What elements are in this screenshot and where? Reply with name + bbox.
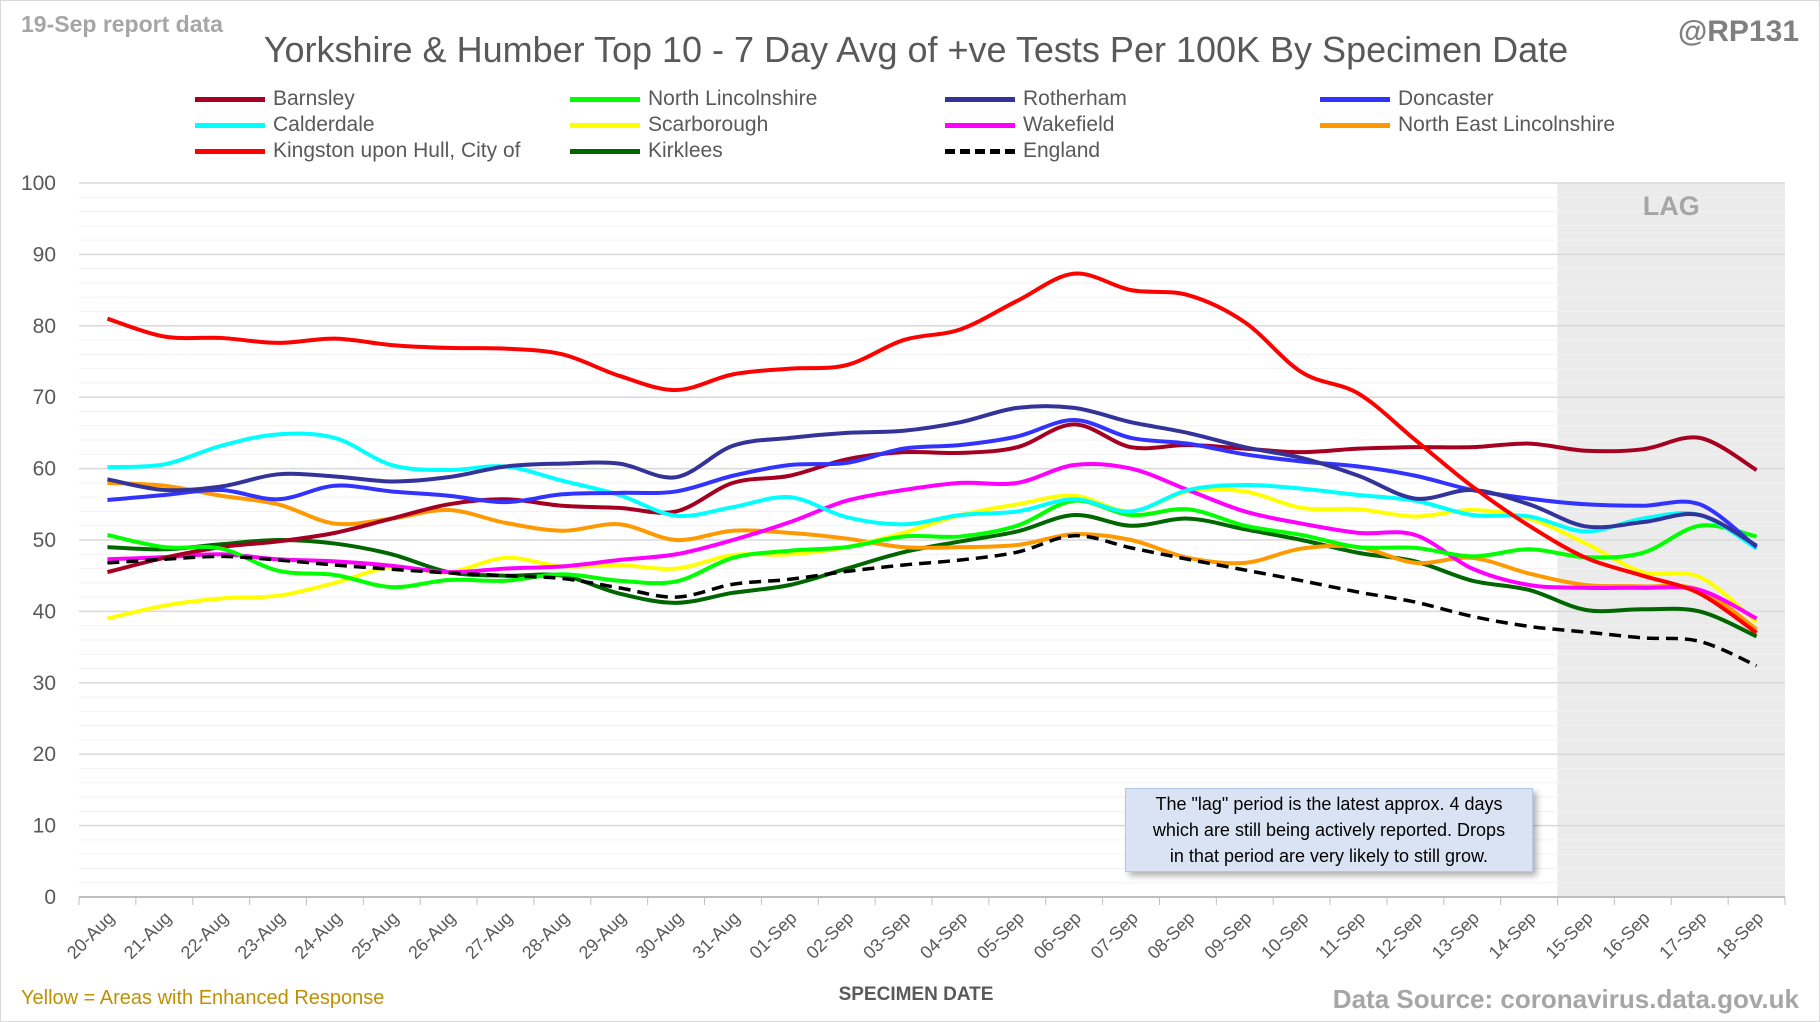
legend-swatch bbox=[570, 148, 640, 154]
legend-item: North Lincolnshire bbox=[570, 87, 817, 111]
lag-label: LAG bbox=[1643, 191, 1700, 221]
lag-annotation: The "lag" period is the latest approx. 4… bbox=[1125, 788, 1533, 872]
series-line-north-lincolnshire bbox=[107, 498, 1758, 590]
legend-swatch bbox=[570, 96, 640, 102]
enhanced-response-note: Yellow = Areas with Enhanced Response bbox=[21, 987, 385, 1009]
series-line-scarborough bbox=[106, 487, 1758, 624]
x-tick-label: 28-Aug bbox=[518, 908, 573, 963]
legend-label: Kirklees bbox=[648, 139, 723, 162]
series-line-wakefield bbox=[107, 461, 1758, 621]
x-tick-label: 13-Sep bbox=[1428, 908, 1483, 963]
x-tick-label: 17-Sep bbox=[1655, 908, 1710, 963]
legend-item: Doncaster bbox=[1320, 87, 1494, 111]
y-tick-label: 20 bbox=[33, 743, 56, 766]
x-tick-label: 12-Sep bbox=[1371, 908, 1426, 963]
x-tick-label: 24-Aug bbox=[291, 908, 346, 963]
legend-swatch bbox=[945, 96, 1015, 102]
x-tick-label: 29-Aug bbox=[575, 908, 630, 963]
y-tick-label: 70 bbox=[33, 386, 56, 409]
x-tick-label: 27-Aug bbox=[461, 908, 516, 963]
y-tick-label: 30 bbox=[33, 672, 56, 695]
legend-item: Kirklees bbox=[570, 139, 723, 163]
x-tick-label: 07-Sep bbox=[1087, 908, 1142, 963]
legend-item: England bbox=[945, 139, 1100, 163]
x-tick-label: 18-Sep bbox=[1712, 908, 1767, 963]
legend-swatch bbox=[1320, 122, 1390, 128]
legend-swatch bbox=[570, 122, 640, 128]
y-tick-label: 0 bbox=[44, 886, 56, 909]
legend-swatch bbox=[195, 122, 265, 128]
legend-item: Wakefield bbox=[945, 113, 1114, 137]
data-source: Data Source: coronavirus.data.gov.uk bbox=[1332, 984, 1799, 1014]
x-tick-label: 16-Sep bbox=[1598, 908, 1653, 963]
legend-label: Doncaster bbox=[1398, 87, 1494, 110]
legend-label: Barnsley bbox=[273, 87, 355, 110]
x-tick-label: 20-Aug bbox=[63, 908, 118, 963]
x-tick-label: 22-Aug bbox=[177, 908, 232, 963]
legend-label: North Lincolnshire bbox=[648, 87, 818, 110]
x-tick-label: 08-Sep bbox=[1144, 908, 1199, 963]
series-line-calderdale bbox=[107, 431, 1758, 551]
x-tick-label: 01-Sep bbox=[745, 908, 800, 963]
x-tick-label: 11-Sep bbox=[1315, 908, 1369, 962]
y-tick-label: 80 bbox=[33, 315, 56, 338]
legend-label: England bbox=[1023, 139, 1101, 162]
y-tick-label: 50 bbox=[33, 529, 56, 552]
x-tick-label: 05-Sep bbox=[973, 908, 1028, 963]
legend-swatch bbox=[195, 96, 265, 102]
y-tick-label: 40 bbox=[33, 600, 56, 623]
legend-swatch bbox=[1320, 96, 1390, 102]
x-tick-label: 15-Sep bbox=[1542, 908, 1597, 963]
legend-label: Kingston upon Hull, City of bbox=[273, 139, 521, 162]
chart-title: Yorkshire & Humber Top 10 - 7 Day Avg of… bbox=[263, 29, 1569, 70]
legend-label: Wakefield bbox=[1023, 113, 1115, 136]
legend-label: Rotherham bbox=[1023, 87, 1127, 110]
legend-item: Scarborough bbox=[570, 113, 768, 137]
x-tick-label: 31-Aug bbox=[689, 908, 744, 963]
legend-item: Barnsley bbox=[195, 87, 355, 111]
x-tick-label: 30-Aug bbox=[632, 908, 687, 963]
legend-item: Kingston upon Hull, City of bbox=[195, 139, 520, 163]
x-tick-label: 04-Sep bbox=[916, 908, 971, 963]
y-tick-label: 90 bbox=[33, 243, 56, 266]
x-tick-label: 10-Sep bbox=[1257, 908, 1312, 963]
legend-swatch bbox=[945, 148, 1015, 154]
legend-label: Scarborough bbox=[648, 113, 769, 136]
x-tick-label: 26-Aug bbox=[404, 908, 459, 963]
x-tick-label: 21-Aug bbox=[120, 908, 175, 963]
x-tick-label: 14-Sep bbox=[1485, 908, 1540, 963]
author-handle: @RP131 bbox=[1678, 15, 1799, 48]
legend-swatch bbox=[195, 148, 265, 154]
x-tick-label: 25-Aug bbox=[347, 908, 402, 963]
x-tick-label: 06-Sep bbox=[1030, 908, 1085, 963]
series-line-kingston-upon-hull-city-of bbox=[106, 271, 1758, 635]
legend-item: North East Lincolnshire bbox=[1320, 113, 1615, 137]
report-date-label: 19-Sep report data bbox=[21, 11, 223, 37]
y-tick-label: 100 bbox=[21, 172, 56, 195]
legend-item: Calderdale bbox=[195, 113, 375, 137]
legend-item: Rotherham bbox=[945, 87, 1127, 111]
x-tick-label: 02-Sep bbox=[802, 908, 857, 963]
x-axis-label: SPECIMEN DATE bbox=[838, 984, 994, 1005]
y-tick-label: 60 bbox=[33, 458, 56, 481]
series-line-england bbox=[107, 533, 1758, 668]
legend-label: Calderdale bbox=[273, 113, 375, 136]
y-tick-label: 10 bbox=[33, 815, 56, 838]
x-tick-label: 23-Aug bbox=[234, 908, 289, 963]
series-line-barnsley bbox=[106, 422, 1758, 575]
legend-swatch bbox=[945, 122, 1015, 128]
x-tick-label: 09-Sep bbox=[1200, 908, 1255, 963]
legend-label: North East Lincolnshire bbox=[1398, 113, 1616, 136]
series-line-north-east-lincolnshire bbox=[107, 480, 1758, 631]
x-tick-label: 03-Sep bbox=[859, 908, 914, 963]
